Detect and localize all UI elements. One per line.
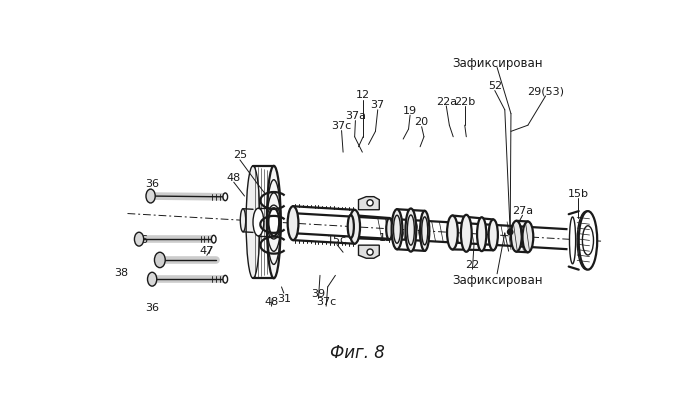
Ellipse shape: [211, 236, 216, 243]
Text: 36: 36: [145, 178, 159, 189]
Ellipse shape: [392, 210, 402, 249]
Text: 25: 25: [233, 150, 247, 160]
Text: 37a: 37a: [345, 111, 366, 121]
Ellipse shape: [447, 216, 458, 250]
Text: 19: 19: [403, 106, 417, 115]
Ellipse shape: [246, 166, 260, 279]
Ellipse shape: [146, 190, 155, 203]
Text: 12: 12: [356, 90, 370, 100]
Ellipse shape: [511, 221, 521, 252]
Ellipse shape: [349, 210, 360, 244]
Ellipse shape: [223, 276, 228, 283]
Ellipse shape: [523, 222, 533, 253]
Ellipse shape: [570, 218, 576, 264]
Text: Зафиксирован: Зафиксирован: [452, 273, 542, 286]
Circle shape: [507, 230, 513, 235]
Ellipse shape: [367, 249, 373, 256]
Text: 37c: 37c: [316, 296, 336, 306]
Text: 15b: 15b: [567, 189, 588, 198]
Ellipse shape: [348, 216, 354, 238]
Text: 27a: 27a: [512, 205, 533, 216]
Text: 37: 37: [371, 100, 385, 110]
Text: Зафиксирован: Зафиксирован: [452, 56, 542, 70]
Ellipse shape: [135, 233, 144, 247]
Text: 37c: 37c: [332, 121, 352, 131]
Text: 48: 48: [227, 172, 241, 182]
Text: 29(53): 29(53): [527, 86, 564, 96]
Text: 39: 39: [311, 288, 325, 298]
Ellipse shape: [154, 253, 165, 268]
Ellipse shape: [223, 193, 228, 201]
Text: 52: 52: [488, 81, 502, 91]
Ellipse shape: [240, 209, 246, 232]
Text: 22: 22: [466, 259, 480, 269]
Ellipse shape: [579, 211, 597, 270]
Ellipse shape: [577, 211, 595, 270]
Text: Фиг. 8: Фиг. 8: [330, 344, 385, 362]
Text: 15a: 15a: [379, 232, 400, 242]
Ellipse shape: [582, 226, 593, 255]
Text: 36: 36: [134, 235, 149, 245]
Text: 20: 20: [415, 117, 429, 127]
Ellipse shape: [420, 211, 429, 251]
Text: 47: 47: [200, 245, 214, 255]
Ellipse shape: [386, 218, 392, 240]
Ellipse shape: [147, 273, 157, 286]
Ellipse shape: [288, 207, 299, 240]
Text: 22a: 22a: [436, 97, 456, 106]
Ellipse shape: [253, 209, 264, 236]
Ellipse shape: [489, 220, 498, 251]
Ellipse shape: [461, 215, 472, 252]
Text: 15c: 15c: [327, 235, 347, 245]
Ellipse shape: [269, 209, 279, 236]
Polygon shape: [359, 197, 379, 210]
Text: 38: 38: [114, 267, 128, 277]
Text: 36: 36: [145, 302, 159, 312]
Ellipse shape: [477, 218, 487, 252]
Ellipse shape: [367, 200, 373, 207]
Ellipse shape: [406, 209, 416, 252]
Ellipse shape: [267, 166, 281, 279]
Text: 22b: 22b: [454, 97, 475, 106]
Text: 31: 31: [277, 294, 291, 304]
Polygon shape: [359, 245, 379, 258]
Text: 48: 48: [265, 296, 279, 306]
